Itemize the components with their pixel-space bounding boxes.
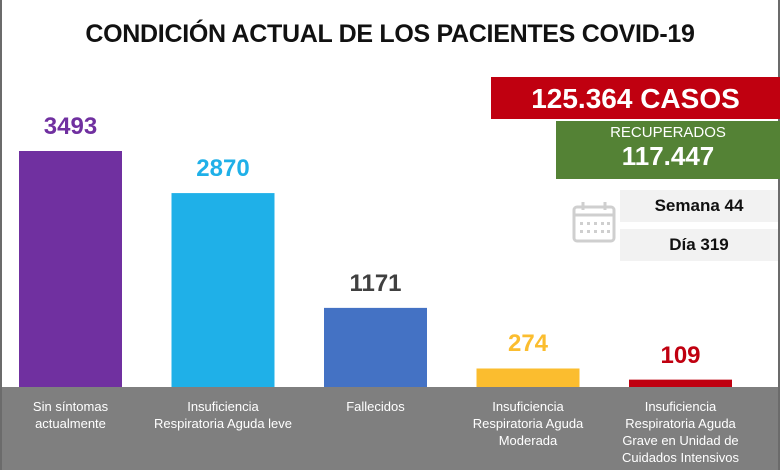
data-label-1: 3493 (43, 113, 98, 140)
data-label-5: 109 (660, 341, 701, 369)
category-label-2: Insuficiencia Respiratoria Aguda leve (148, 398, 298, 432)
category-label-line: Respiratoria Aguda leve (153, 416, 293, 431)
bar-4 (476, 368, 580, 387)
category-label-line: Cuidados Intensivos (621, 450, 740, 465)
category-label-line: Moderada (498, 433, 558, 448)
data-label-4: 274 (507, 330, 549, 358)
category-label-line: Respiratoria Aguda (472, 416, 584, 431)
recovered-value: 117.447 (621, 141, 715, 171)
category-label-line: Respiratoria Aguda (625, 416, 736, 431)
category-label-5: Insuficiencia Respiratoria Aguda Grave en … (606, 398, 756, 466)
bar-3 (324, 307, 427, 387)
day-indicator: Día 319 (620, 229, 778, 261)
chart-title: CONDICIÓN ACTUAL DE LOS PACIENTES COVID-… (85, 20, 695, 48)
week-indicator: Semana 44 (620, 190, 778, 222)
bar-5 (629, 379, 732, 387)
recovered-label: RECUPERADOS (610, 124, 726, 141)
category-label-line: Grave en Unidad de (622, 433, 739, 448)
category-label-line: Insuficiencia (644, 399, 717, 414)
bar-1 (19, 151, 122, 387)
category-label-line: Fallecidos (346, 399, 405, 414)
category-label-3: Fallecidos (301, 398, 451, 415)
x-axis-band (2, 387, 778, 470)
category-label-line: Insuficiencia (492, 399, 564, 414)
recovered-panel: RECUPERADOS 117.447 (556, 121, 780, 179)
category-label-1: Sin síntomas actualmente (0, 398, 146, 432)
category-label-4: Insuficiencia Respiratoria Aguda Moderada (453, 398, 603, 449)
data-label-3: 1171 (349, 269, 402, 297)
calendar-icon (571, 200, 617, 244)
bar-2 (171, 193, 275, 387)
category-label-line: Insuficiencia (187, 399, 259, 414)
total-cases-banner: 125.364 CASOS (491, 77, 780, 119)
category-label-line: Sin síntomas (32, 399, 109, 414)
category-label-line: actualmente (35, 416, 106, 431)
data-label-2: 2870 (196, 155, 250, 183)
